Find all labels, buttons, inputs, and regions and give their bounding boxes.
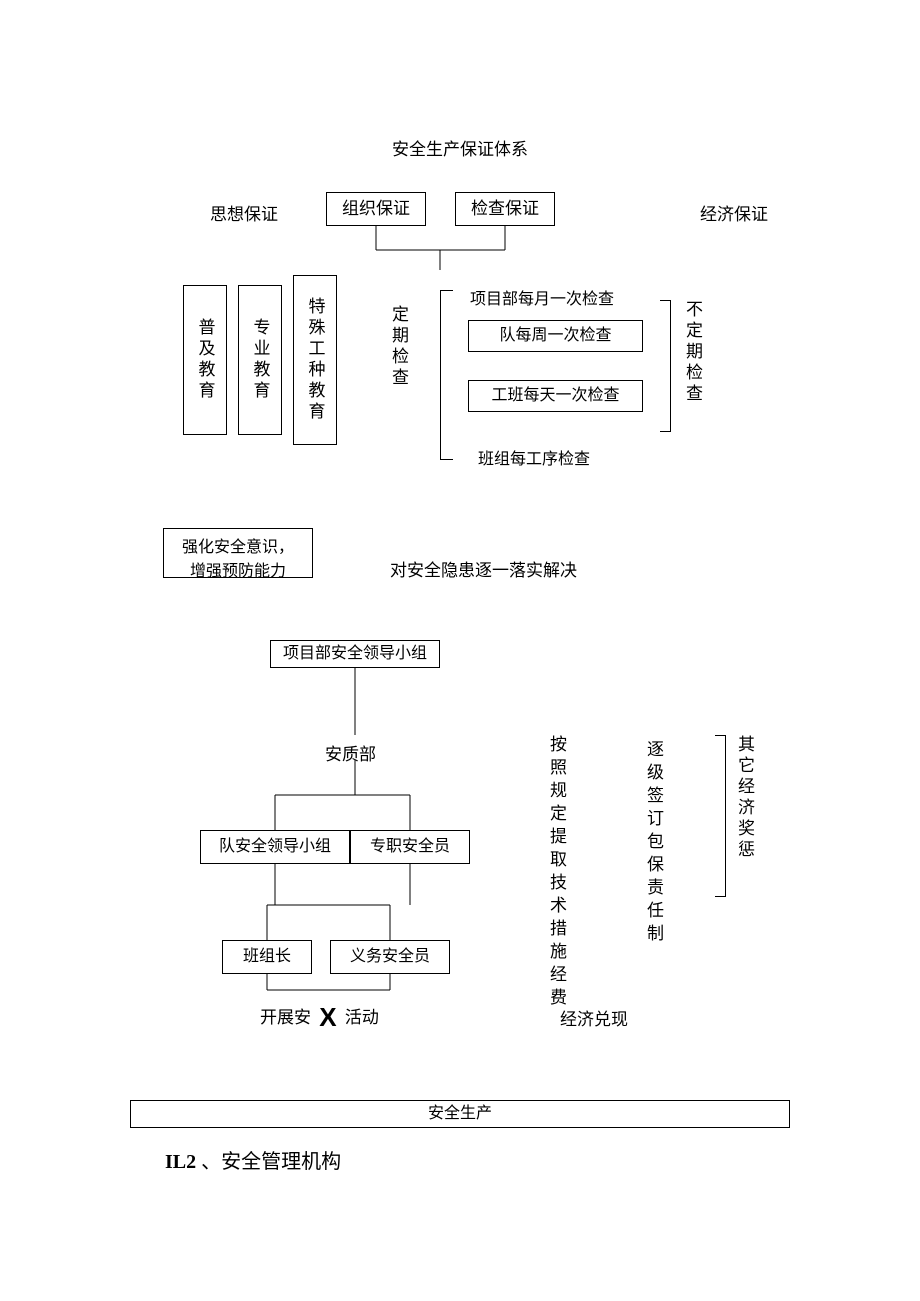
econ-col3-bracket — [715, 735, 726, 897]
bottom-activity: 开展安 X 活动 — [260, 1002, 379, 1033]
section-heading: IL2 、安全管理机构 — [165, 1145, 341, 1174]
diagram-title: 安全生产保证体系 — [0, 135, 920, 160]
check-items-bracket — [440, 290, 453, 460]
edu-a: 普及教育 — [183, 285, 227, 435]
edu-c: 特殊工种教育 — [293, 275, 337, 445]
econ-col2: 逐级签订包保责任制 — [628, 740, 668, 947]
check-i4: 班组每工序检查 — [478, 445, 590, 469]
bottom-econ: 经济兑现 — [560, 1005, 628, 1030]
bottom-right: 活动 — [345, 1008, 379, 1027]
check-i2: 队每周一次检查 — [468, 320, 643, 352]
edu-b: 专业教育 — [238, 285, 282, 435]
mid-right-text: 对安全隐患逐一落实解决 — [390, 556, 577, 581]
bottom-left: 开展安 — [260, 1008, 311, 1027]
org-group-leader: 班组长 — [222, 940, 312, 974]
page: 安全生产保证体系 思想保证 组织保证 检查保证 经济保证 普及教育 专业教育 特… — [0, 0, 920, 1301]
check-i1: 项目部每月一次检查 — [470, 285, 614, 309]
org-top: 项目部安全领导小组 — [270, 640, 440, 668]
top-c-box: 检查保证 — [455, 192, 555, 226]
org-dept: 安质部 — [325, 740, 376, 765]
top-a: 思想保证 — [210, 200, 278, 225]
irregular-bracket — [660, 300, 671, 432]
org-fulltime: 专职安全员 — [350, 830, 470, 864]
top-b-box: 组织保证 — [326, 192, 426, 226]
econ-col1: 按照规定提取技术措施经费 — [530, 735, 570, 1011]
footer-box: 安全生产 — [130, 1100, 790, 1128]
periodic-check: 定期检查 — [386, 305, 411, 389]
mid-left-box: 强化安全意识， 增强预防能力 — [163, 528, 313, 578]
check-i3: 工班每天一次检查 — [468, 380, 643, 412]
org-volunteer: 义务安全员 — [330, 940, 450, 974]
irregular-check: 不定期检查 — [680, 300, 705, 405]
bottom-x: X — [319, 1002, 336, 1032]
econ-col3: 其它经济奖惩 — [732, 735, 757, 861]
org-team-lead: 队安全领导小组 — [200, 830, 350, 864]
top-d: 经济保证 — [700, 200, 768, 225]
